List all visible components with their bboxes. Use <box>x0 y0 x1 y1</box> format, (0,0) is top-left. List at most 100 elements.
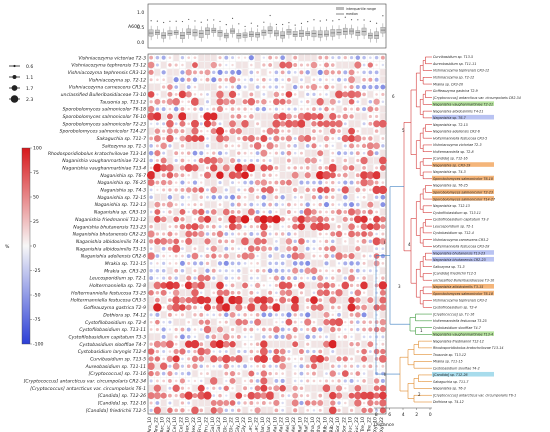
heatmap-bubble <box>191 223 199 231</box>
heatmap-bubble <box>361 231 368 237</box>
heatmap-bubble <box>355 107 360 112</box>
heatmap-bubble <box>381 335 385 339</box>
heatmap-bubble <box>254 179 261 186</box>
heatmap-bubble <box>337 364 341 368</box>
heatmap-bubble <box>185 223 192 230</box>
heatmap-bubble <box>343 202 348 207</box>
heatmap-bubble <box>367 62 374 68</box>
heatmap-bubble <box>350 357 354 361</box>
heatmap-bubble <box>335 230 343 238</box>
heatmap-cell <box>336 164 342 172</box>
heatmap-bubble <box>374 357 379 361</box>
heatmap-cell <box>223 326 230 333</box>
heatmap-bubble <box>279 355 286 362</box>
heatmap-bubble <box>299 85 304 89</box>
heatmap-cell <box>261 252 267 260</box>
heatmap-cell <box>323 399 330 407</box>
heatmap-cell <box>185 267 192 275</box>
dendrogram-leaf: unclassified Bulleribasidiaceae T3-10 <box>433 278 494 282</box>
heatmap-bubble <box>330 210 335 214</box>
heatmap-cell <box>292 289 298 297</box>
heatmap-bubble <box>193 85 197 89</box>
heatmap-bubble <box>260 340 268 349</box>
heatmap-bubble <box>331 239 335 244</box>
heatmap-cell <box>229 149 236 157</box>
heatmap-bubble <box>285 282 293 289</box>
cluster-label: 1 <box>420 328 423 333</box>
heatmap-bubble <box>167 231 173 237</box>
heatmap-bubble <box>355 151 360 156</box>
heatmap-bubble <box>160 179 167 186</box>
heatmap-cell <box>248 127 255 135</box>
heatmap-cell <box>273 392 280 399</box>
heatmap-cell <box>242 296 248 304</box>
heatmap-cell <box>311 385 317 392</box>
heatmap-cell <box>261 120 267 128</box>
box-outlier <box>163 21 165 24</box>
heatmap-cell <box>279 208 286 216</box>
heatmap-cell <box>167 333 173 341</box>
heatmap-bubble <box>198 230 205 238</box>
row-label: [Candida] sp. T12-26 <box>98 393 146 399</box>
heatmap-bubble <box>180 129 185 134</box>
leaf-highlight <box>432 189 494 194</box>
heatmap-bubble <box>259 354 268 363</box>
heatmap-bubble <box>280 195 285 200</box>
column-label: Man_22 <box>266 417 272 432</box>
heatmap-cell <box>348 157 355 164</box>
heatmap-bubble <box>161 327 166 332</box>
heatmap-bubble <box>381 232 385 236</box>
heatmap-bubble <box>380 55 385 60</box>
heatmap-bubble <box>329 296 337 304</box>
heatmap-bubble <box>168 401 172 405</box>
heatmap-bubble <box>241 119 249 128</box>
heatmap-cell <box>223 179 230 186</box>
heatmap-cell <box>261 407 267 414</box>
heatmap-bubble <box>305 187 310 193</box>
heatmap-bubble <box>355 342 361 347</box>
heatmap-cell <box>185 311 192 319</box>
heatmap-bubble <box>343 261 348 266</box>
heatmap-cell <box>198 267 204 275</box>
heatmap-bubble <box>379 407 386 414</box>
heatmap-bubble <box>328 163 337 173</box>
heatmap-bubble <box>343 158 348 163</box>
heatmap-bubble <box>153 281 162 290</box>
heatmap-bubble <box>274 408 279 413</box>
heatmap-bubble <box>206 151 209 155</box>
heatmap-cell <box>217 113 223 120</box>
dendrogram-leaf: Naganishia vaughanmartiniae T2-21 <box>433 103 493 107</box>
heatmap-bubble <box>318 202 322 207</box>
heatmap-bubble <box>328 406 337 415</box>
heatmap-bubble <box>154 238 161 245</box>
heatmap-bubble <box>281 92 285 96</box>
heatmap-bubble <box>293 166 297 170</box>
heatmap-bubble <box>210 355 218 363</box>
heatmap-bubble <box>236 334 241 339</box>
heatmap-bubble <box>180 107 185 112</box>
heatmap-cell <box>204 407 211 414</box>
heatmap-cell <box>261 69 267 76</box>
heatmap-bubble <box>374 283 379 288</box>
heatmap-bubble <box>254 407 261 414</box>
heatmap-bubble <box>180 158 185 163</box>
heatmap-bubble <box>199 122 203 126</box>
heatmap-cell <box>198 54 204 61</box>
heatmap-bubble <box>268 71 272 74</box>
heatmap-bubble <box>317 69 323 75</box>
heatmap-bubble <box>280 275 285 281</box>
heatmap-bubble <box>349 408 354 412</box>
heatmap-bubble <box>185 91 192 98</box>
heatmap-bubble <box>162 85 166 89</box>
row-label: Naganishia vaughanmartiniae T2-21 <box>62 158 146 164</box>
heatmap-cell <box>355 355 361 363</box>
heatmap-bubble <box>293 284 297 287</box>
heatmap-bubble <box>343 210 348 214</box>
heatmap-bubble <box>254 215 262 223</box>
heatmap-bubble <box>230 408 235 412</box>
heatmap-bubble <box>168 56 172 59</box>
heatmap-bubble <box>255 342 260 347</box>
heatmap-bubble <box>292 385 298 391</box>
heatmap-bubble <box>316 171 325 180</box>
